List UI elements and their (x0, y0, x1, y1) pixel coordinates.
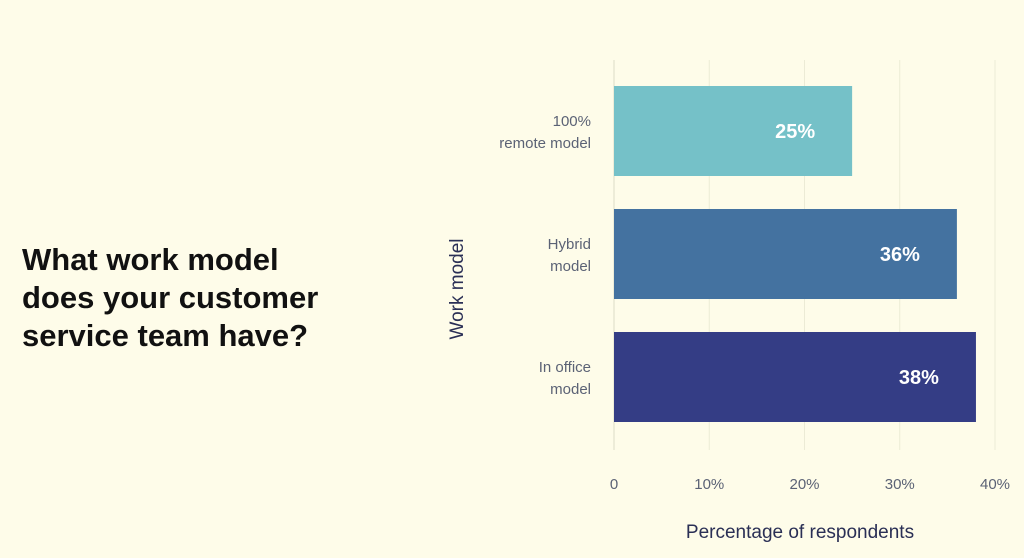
chart-headline: What work model does your customer servi… (22, 242, 319, 353)
x-axis-title: Percentage of respondents (686, 522, 914, 543)
bar (614, 332, 976, 422)
bar-value-label: 36% (880, 244, 920, 266)
x-tick-label: 30% (885, 476, 915, 493)
bar-value-label: 25% (775, 121, 815, 143)
bar (614, 86, 853, 176)
x-tick-labels: 0 10% 20% 30% 40% (610, 476, 1010, 493)
bars: 25% 36% 38% (614, 86, 976, 422)
y-axis-title: Work model (447, 238, 468, 339)
bar-value-label: 38% (899, 367, 939, 389)
category-label: Hybrid model (548, 236, 591, 275)
category-label: 100% remote model (499, 113, 591, 152)
category-labels: 100% remote model Hybrid model In office mode… (499, 113, 591, 398)
x-tick-label: 40% (980, 476, 1010, 493)
x-tick-label: 0 (610, 476, 618, 493)
category-label: In office model (539, 359, 591, 398)
x-tick-label: 10% (694, 476, 724, 493)
x-tick-label: 20% (789, 476, 819, 493)
bar (614, 209, 957, 299)
